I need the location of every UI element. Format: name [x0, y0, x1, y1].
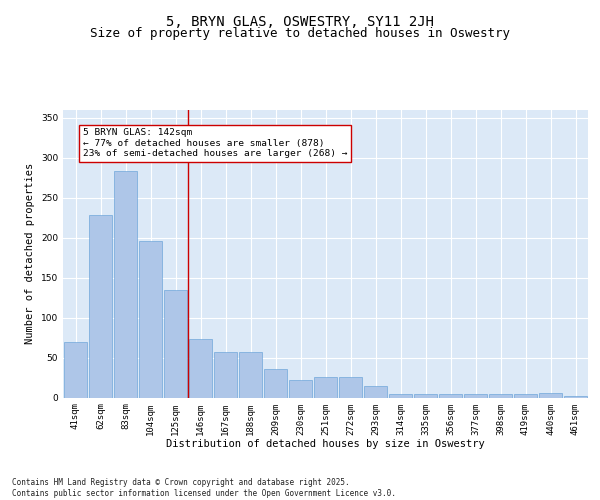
Bar [264, 369, 287, 398]
Bar [239, 352, 262, 398]
Bar [464, 394, 487, 398]
Text: Contains HM Land Registry data © Crown copyright and database right 2025.
Contai: Contains HM Land Registry data © Crown c… [12, 478, 396, 498]
Bar [339, 376, 362, 398]
Bar [139, 241, 162, 398]
Bar [89, 216, 112, 398]
Bar [364, 386, 387, 398]
Text: Size of property relative to detached houses in Oswestry: Size of property relative to detached ho… [90, 28, 510, 40]
Bar [489, 394, 512, 398]
Bar [214, 352, 237, 398]
X-axis label: Distribution of detached houses by size in Oswestry: Distribution of detached houses by size … [166, 439, 485, 449]
Text: 5, BRYN GLAS, OSWESTRY, SY11 2JH: 5, BRYN GLAS, OSWESTRY, SY11 2JH [166, 15, 434, 29]
Y-axis label: Number of detached properties: Number of detached properties [25, 163, 35, 344]
Bar [164, 290, 187, 398]
Bar [289, 380, 312, 398]
Bar [539, 392, 562, 398]
Bar [114, 172, 137, 398]
Text: 5 BRYN GLAS: 142sqm
← 77% of detached houses are smaller (878)
23% of semi-detac: 5 BRYN GLAS: 142sqm ← 77% of detached ho… [83, 128, 347, 158]
Bar [314, 376, 337, 398]
Bar [564, 396, 587, 398]
Bar [439, 394, 462, 398]
Bar [389, 394, 412, 398]
Bar [414, 394, 437, 398]
Bar [64, 342, 87, 398]
Bar [189, 339, 212, 398]
Bar [514, 394, 537, 398]
